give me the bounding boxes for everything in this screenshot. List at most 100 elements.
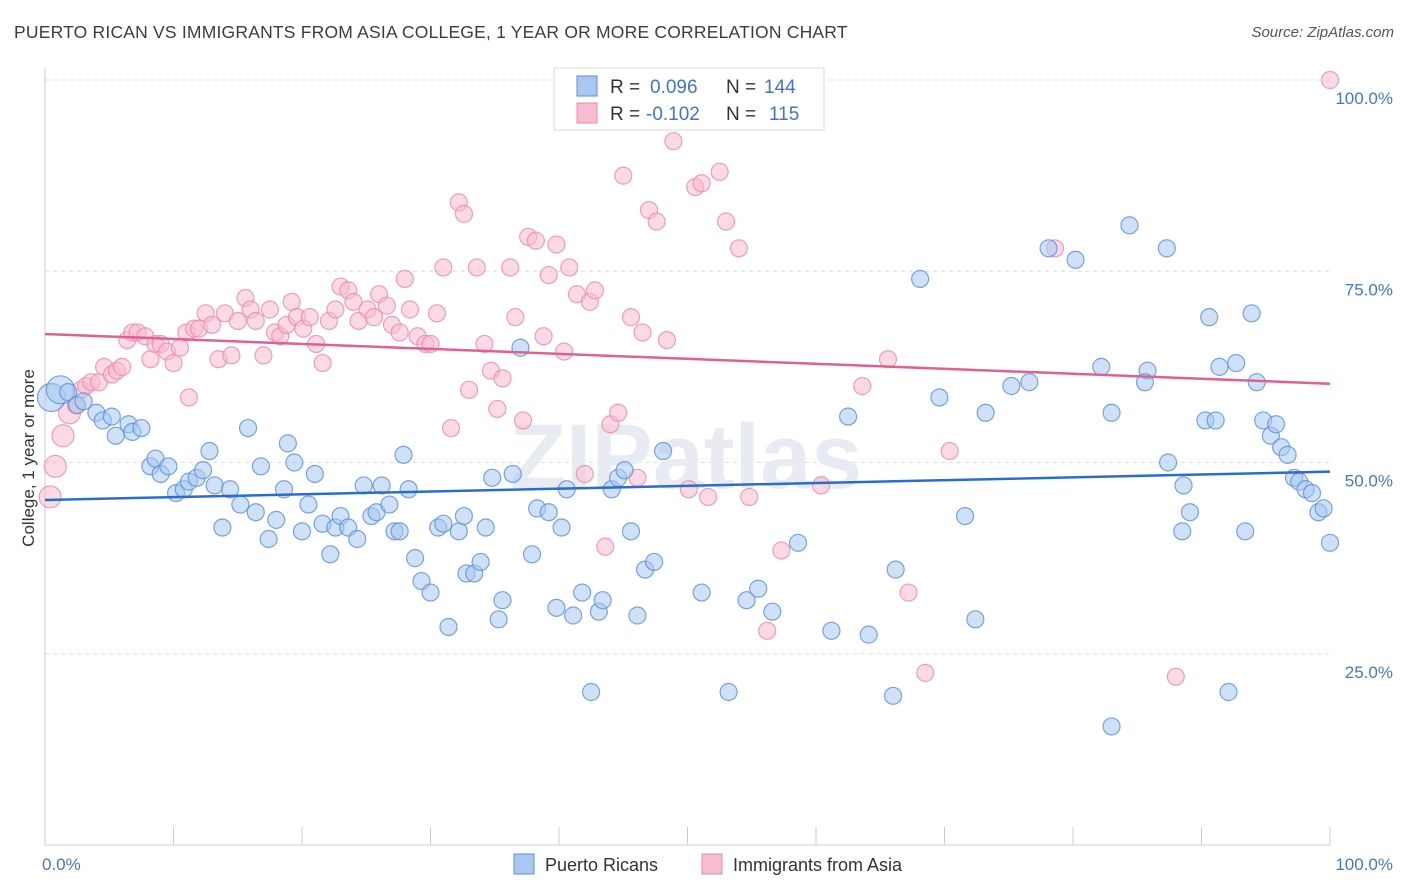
- blue-point: [213, 518, 232, 537]
- blue-point: [380, 495, 399, 514]
- pink-point: [647, 212, 666, 231]
- blue-point: [390, 522, 409, 541]
- pink-point: [427, 304, 447, 323]
- blue-point: [539, 503, 558, 522]
- blue-point: [503, 464, 522, 484]
- pink-point: [300, 308, 319, 327]
- blue-point: [1039, 239, 1058, 258]
- blue-point: [321, 545, 340, 564]
- pink-point: [526, 231, 545, 250]
- blue-point: [439, 617, 458, 637]
- pink-point: [467, 258, 486, 277]
- pink-point: [43, 454, 67, 478]
- pink-point: [506, 308, 525, 327]
- blue-point: [1219, 682, 1238, 702]
- series-legend-label-blue: Puerto Ricans: [545, 855, 658, 875]
- blue-point: [966, 610, 985, 629]
- blue-point: [59, 383, 78, 402]
- blue-point: [547, 598, 566, 617]
- blue-point: [1020, 373, 1039, 392]
- blue-point: [1102, 403, 1121, 422]
- blue-point: [522, 545, 542, 564]
- blue-point: [1066, 250, 1085, 269]
- pink-point: [313, 353, 332, 373]
- blue-point: [476, 518, 495, 537]
- blue-point: [1173, 522, 1192, 541]
- blue-point: [719, 682, 738, 702]
- blue-point: [859, 625, 878, 644]
- blue-point: [1158, 453, 1178, 472]
- pink-point: [940, 441, 959, 461]
- stats-legend-box: [553, 67, 825, 131]
- chart-title: PUERTO RICAN VS IMMIGRANTS FROM ASIA COL…: [14, 22, 848, 42]
- pink-point: [812, 476, 831, 495]
- blue-point: [930, 388, 949, 407]
- pink-point: [758, 621, 777, 640]
- pink-point: [112, 357, 132, 376]
- blue-point: [132, 418, 151, 438]
- blue-point: [1236, 522, 1255, 541]
- pink-point: [513, 411, 533, 430]
- blue-point: [193, 461, 213, 480]
- blue-point: [267, 510, 286, 529]
- pink-point: [740, 487, 759, 507]
- blue-point: [1210, 357, 1229, 376]
- stats-r-value-pink: -0.102: [646, 104, 700, 125]
- source-label: Source: ZipAtlas.com: [1251, 24, 1394, 41]
- stats-legend: R = 0.096 N = 144 R = -0.102 N = 115: [553, 67, 825, 131]
- pink-point: [222, 346, 241, 365]
- stats-r-label-pink: R =: [610, 104, 640, 125]
- blue-point: [910, 269, 930, 288]
- stats-n-value-blue: 144: [764, 77, 796, 98]
- y-tick-label: 50.0%: [1345, 472, 1393, 491]
- pink-points: [38, 70, 1340, 686]
- blue-point: [763, 602, 782, 621]
- blue-point: [299, 495, 318, 514]
- pink-trend-line: [44, 332, 1331, 385]
- pink-point: [692, 174, 711, 193]
- blue-point: [644, 552, 664, 572]
- blue-point: [434, 514, 453, 533]
- blue-point: [883, 686, 903, 705]
- blue-trend-line: [44, 470, 1331, 502]
- pink-point: [164, 353, 183, 373]
- blue-point: [564, 606, 583, 625]
- y-tick-labels: 25.0% 50.0% 75.0% 100.0%: [1335, 89, 1393, 682]
- pink-point: [657, 331, 677, 350]
- pink-point: [202, 315, 222, 334]
- stats-n-label-blue: N =: [726, 77, 756, 98]
- pink-point: [475, 334, 494, 354]
- blue-point: [1092, 357, 1111, 376]
- blue-point: [102, 407, 121, 426]
- pink-point: [434, 258, 453, 277]
- pink-point: [170, 338, 190, 357]
- blue-point: [788, 533, 808, 552]
- pink-point: [698, 487, 718, 507]
- pink-point: [621, 308, 641, 327]
- blue-point: [1002, 376, 1021, 396]
- pink-point: [916, 663, 935, 682]
- pink-point: [390, 323, 409, 342]
- blue-point: [621, 522, 641, 541]
- blue-point: [285, 453, 304, 472]
- blue-point: [582, 682, 601, 702]
- blue-point: [573, 583, 592, 602]
- blue-point: [246, 503, 265, 522]
- pink-point: [344, 292, 363, 311]
- blue-point: [692, 583, 711, 602]
- series-legend-swatch-pink: [701, 853, 723, 875]
- pink-point: [539, 265, 558, 285]
- pink-point: [679, 480, 698, 499]
- blue-point: [615, 461, 634, 480]
- blue-point: [278, 434, 297, 453]
- blue-point: [449, 522, 468, 541]
- pink-point: [1320, 70, 1340, 90]
- series-legend-swatch-blue: [513, 853, 535, 875]
- pink-point: [282, 292, 301, 311]
- pink-point: [260, 300, 279, 319]
- blue-point: [259, 529, 278, 549]
- pink-point: [555, 342, 574, 361]
- series-legend-label-pink: Immigrants from Asia: [733, 855, 903, 875]
- blue-point: [886, 560, 905, 579]
- blue-point: [483, 468, 502, 487]
